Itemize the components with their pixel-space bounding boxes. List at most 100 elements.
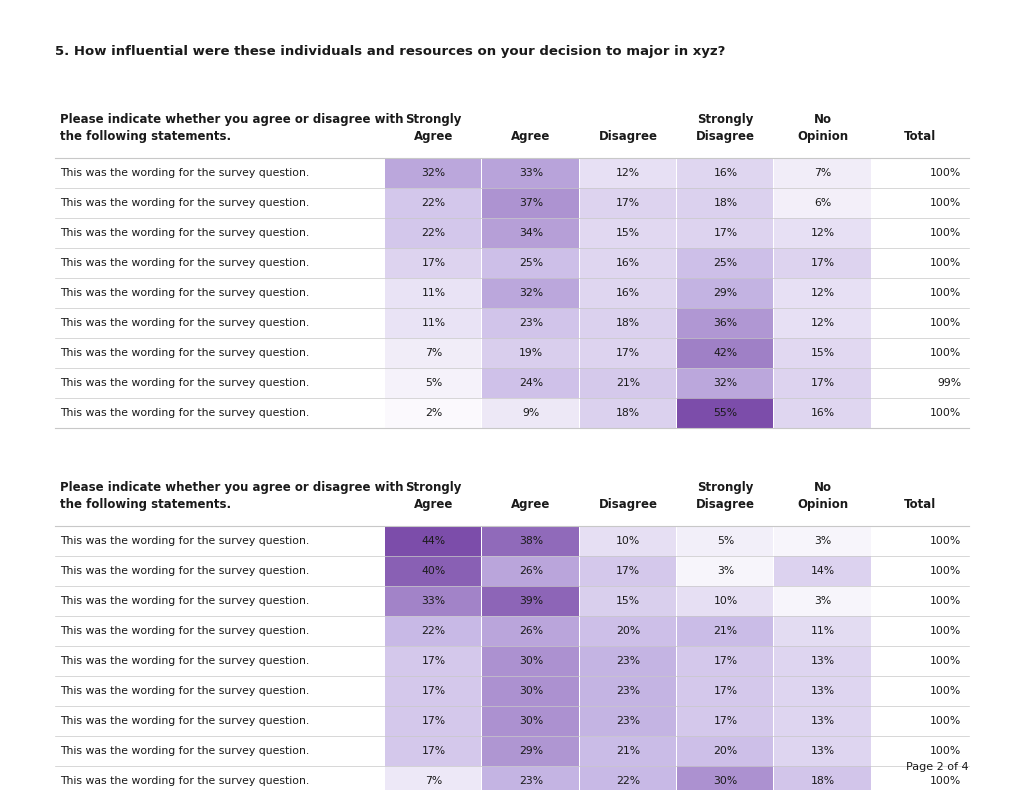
Bar <box>580 368 676 398</box>
Bar <box>774 158 870 188</box>
Text: 17%: 17% <box>714 716 737 726</box>
Text: 12%: 12% <box>811 318 835 328</box>
Text: 18%: 18% <box>811 776 835 786</box>
Text: 17%: 17% <box>616 198 640 208</box>
Bar <box>677 308 773 338</box>
Text: This was the wording for the survey question.: This was the wording for the survey ques… <box>60 656 309 666</box>
Text: This was the wording for the survey question.: This was the wording for the survey ques… <box>60 566 309 576</box>
Bar <box>774 766 870 790</box>
Bar <box>482 586 579 616</box>
Text: Strongly: Strongly <box>697 113 754 126</box>
Bar <box>482 188 579 218</box>
Text: 100%: 100% <box>930 566 961 576</box>
Text: 18%: 18% <box>616 408 640 418</box>
Bar <box>482 706 579 736</box>
Text: Agree: Agree <box>414 498 454 511</box>
Text: 5. How influential were these individuals and resources on your decision to majo: 5. How influential were these individual… <box>55 45 725 58</box>
Text: 25%: 25% <box>519 258 543 268</box>
Text: No: No <box>814 113 831 126</box>
Text: 100%: 100% <box>930 168 961 178</box>
Text: 11%: 11% <box>422 288 445 298</box>
Bar <box>580 526 676 556</box>
Text: No: No <box>814 481 831 494</box>
Text: 42%: 42% <box>714 348 737 358</box>
Bar <box>580 556 676 586</box>
Text: 33%: 33% <box>519 168 543 178</box>
Text: 17%: 17% <box>714 228 737 238</box>
Bar <box>482 646 579 676</box>
Text: 12%: 12% <box>811 228 835 238</box>
Text: This was the wording for the survey question.: This was the wording for the survey ques… <box>60 168 309 178</box>
Bar <box>482 526 579 556</box>
Bar <box>580 736 676 766</box>
Bar <box>482 398 579 428</box>
Text: 17%: 17% <box>616 348 640 358</box>
Bar <box>385 308 481 338</box>
Text: 17%: 17% <box>714 656 737 666</box>
Bar <box>482 248 579 278</box>
Text: 9%: 9% <box>522 408 540 418</box>
Text: 17%: 17% <box>422 746 445 756</box>
Bar <box>580 218 676 248</box>
Text: 3%: 3% <box>717 566 734 576</box>
Text: 23%: 23% <box>616 716 640 726</box>
Bar <box>482 158 579 188</box>
Bar <box>580 646 676 676</box>
Text: 18%: 18% <box>616 318 640 328</box>
Text: Opinion: Opinion <box>798 498 849 511</box>
Bar <box>774 676 870 706</box>
Text: 100%: 100% <box>930 348 961 358</box>
Text: 17%: 17% <box>811 258 835 268</box>
Bar <box>774 338 870 368</box>
Bar <box>677 398 773 428</box>
Text: 12%: 12% <box>616 168 640 178</box>
Bar <box>580 248 676 278</box>
Text: This was the wording for the survey question.: This was the wording for the survey ques… <box>60 776 309 786</box>
Text: 3%: 3% <box>814 596 831 606</box>
Text: 32%: 32% <box>422 168 445 178</box>
Text: 10%: 10% <box>616 536 640 546</box>
Text: 22%: 22% <box>422 198 445 208</box>
Bar <box>677 736 773 766</box>
Bar <box>580 338 676 368</box>
Text: This was the wording for the survey question.: This was the wording for the survey ques… <box>60 198 309 208</box>
Bar <box>385 706 481 736</box>
Text: 10%: 10% <box>714 596 737 606</box>
Bar <box>482 616 579 646</box>
Bar <box>385 736 481 766</box>
Text: 100%: 100% <box>930 626 961 636</box>
Text: 16%: 16% <box>616 288 640 298</box>
Bar <box>385 158 481 188</box>
Bar <box>580 158 676 188</box>
Bar <box>482 736 579 766</box>
Text: the following statements.: the following statements. <box>60 130 231 143</box>
Text: 100%: 100% <box>930 408 961 418</box>
Text: 29%: 29% <box>714 288 737 298</box>
Text: 37%: 37% <box>519 198 543 208</box>
Bar <box>677 556 773 586</box>
Text: 15%: 15% <box>811 348 835 358</box>
Bar <box>774 398 870 428</box>
Bar <box>385 586 481 616</box>
Text: 17%: 17% <box>616 566 640 576</box>
Text: 2%: 2% <box>425 408 442 418</box>
Text: 12%: 12% <box>811 288 835 298</box>
Text: 22%: 22% <box>422 626 445 636</box>
Text: 26%: 26% <box>519 626 543 636</box>
Text: This was the wording for the survey question.: This was the wording for the survey ques… <box>60 228 309 238</box>
Bar <box>482 278 579 308</box>
Text: This was the wording for the survey question.: This was the wording for the survey ques… <box>60 716 309 726</box>
Bar <box>385 556 481 586</box>
Text: 40%: 40% <box>422 566 445 576</box>
Text: 13%: 13% <box>811 746 835 756</box>
Text: Agree: Agree <box>511 130 551 143</box>
Bar <box>482 676 579 706</box>
Bar <box>774 248 870 278</box>
Bar <box>774 368 870 398</box>
Text: 29%: 29% <box>519 746 543 756</box>
Bar <box>385 368 481 398</box>
Bar <box>385 278 481 308</box>
Bar <box>385 398 481 428</box>
Bar <box>677 248 773 278</box>
Text: This was the wording for the survey question.: This was the wording for the survey ques… <box>60 318 309 328</box>
